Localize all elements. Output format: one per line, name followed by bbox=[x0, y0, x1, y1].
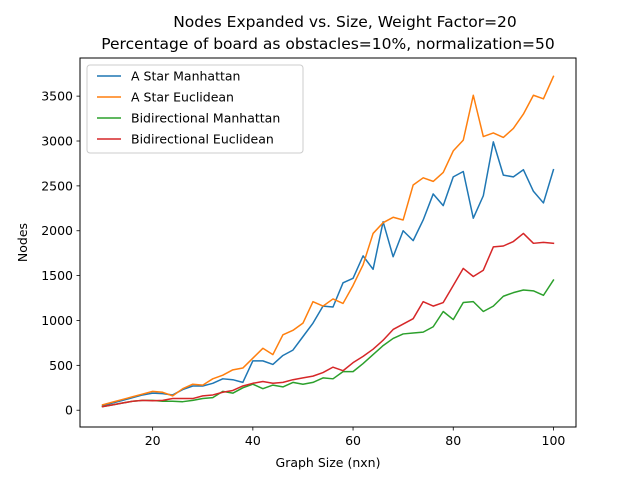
y-tick-label: 2500 bbox=[41, 178, 73, 193]
series-line-3 bbox=[101, 232, 555, 408]
y-tick-label: 500 bbox=[49, 358, 73, 373]
legend-label-3: Bidirectional Euclidean bbox=[131, 132, 274, 147]
x-axis-label: Graph Size (nxn) bbox=[276, 455, 381, 470]
y-tick-label: 0 bbox=[65, 403, 73, 418]
legend: A Star Manhattan A Star Euclidean Bidirect… bbox=[86, 64, 304, 154]
x-axis: 20 40 60 80 100 bbox=[145, 427, 566, 448]
y-tick-label: 3000 bbox=[41, 134, 73, 149]
x-tick-label: 80 bbox=[445, 433, 461, 448]
y-tick-label: 2000 bbox=[41, 223, 73, 238]
x-tick-label: 100 bbox=[542, 433, 566, 448]
y-tick-label: 3500 bbox=[41, 89, 73, 104]
y-tick-label: 1500 bbox=[41, 268, 73, 283]
legend-label-2: Bidirectional Manhattan bbox=[131, 111, 280, 126]
plot-frame bbox=[79, 57, 577, 428]
x-tick-label: 60 bbox=[345, 433, 361, 448]
chart-title-line-1: Nodes Expanded vs. Size, Weight Factor=2… bbox=[173, 13, 517, 31]
y-axis-label: Nodes bbox=[15, 223, 30, 262]
x-tick-label: 40 bbox=[245, 433, 261, 448]
legend-box bbox=[86, 64, 304, 154]
series-line-1 bbox=[101, 75, 555, 406]
chart-title-line-2: Percentage of board as obstacles=10%, no… bbox=[101, 35, 555, 53]
series-layer bbox=[101, 75, 555, 408]
x-tick-label: 20 bbox=[145, 433, 161, 448]
y-axis: 0 500 1000 1500 2000 2500 3000 3500 bbox=[41, 89, 80, 418]
legend-label-0: A Star Manhattan bbox=[131, 69, 240, 84]
legend-label-1: A Star Euclidean bbox=[131, 90, 234, 105]
y-tick-label: 1000 bbox=[41, 313, 73, 328]
series-line-2 bbox=[101, 279, 555, 408]
